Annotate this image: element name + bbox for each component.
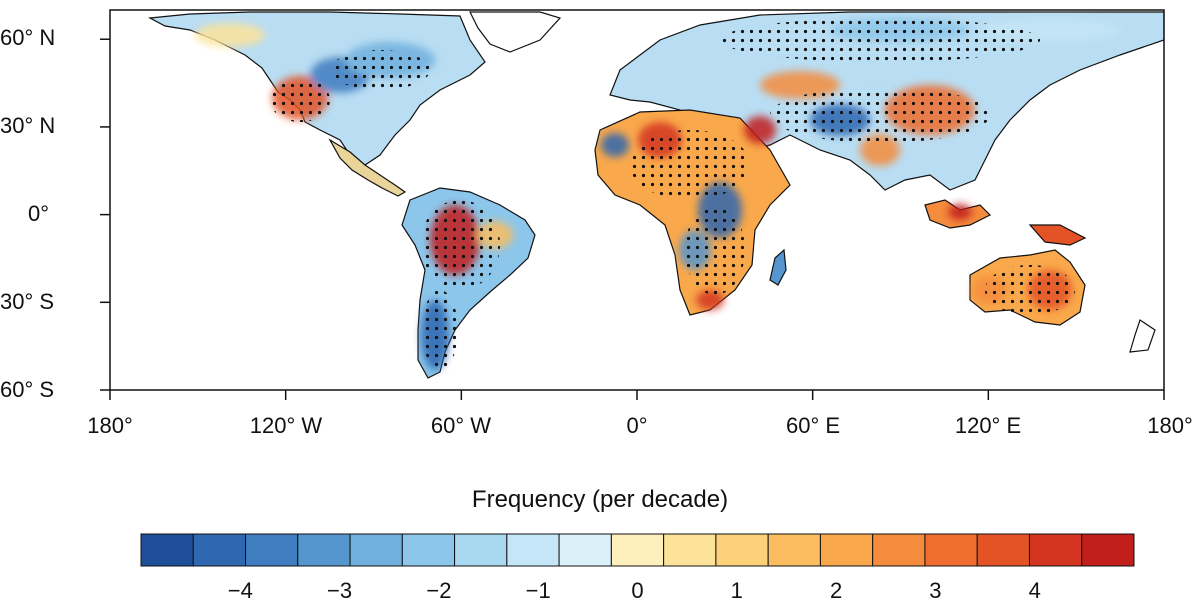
colorbar-swatch bbox=[558, 533, 612, 567]
colorbar-swatch bbox=[245, 533, 299, 567]
colorbar-swatch bbox=[349, 533, 403, 567]
colorbar-swatch bbox=[297, 533, 351, 567]
lat-label-60n: 60° N bbox=[0, 25, 56, 50]
colorbar-tick-label: 2 bbox=[829, 578, 843, 603]
colorbar-swatch bbox=[872, 533, 926, 567]
colorbar-swatch bbox=[715, 533, 769, 567]
new-guinea bbox=[1028, 224, 1087, 246]
colorbar-swatch bbox=[401, 533, 456, 567]
colorbar-tick-label: 3 bbox=[929, 578, 942, 603]
axis-ticks bbox=[100, 38, 1165, 400]
colorbar-swatch bbox=[663, 533, 717, 567]
colorbar-swatch bbox=[506, 533, 560, 567]
colorbar-swatch bbox=[767, 533, 821, 567]
central-america bbox=[328, 138, 407, 197]
colorbar-tick-label: −1 bbox=[525, 578, 551, 603]
colorbar-tick-label: 4 bbox=[1028, 578, 1041, 603]
lon-label-180e: 180° bbox=[1147, 413, 1193, 438]
significance-stipple bbox=[270, 18, 1075, 370]
colorbar-swatch bbox=[1028, 533, 1083, 567]
legend-title: Frequency (per decade) bbox=[471, 486, 729, 513]
colorbar-swatch bbox=[610, 533, 665, 567]
colorbar-swatch bbox=[140, 533, 194, 567]
new-zealand bbox=[1129, 319, 1156, 353]
lon-label-0: 0° bbox=[626, 413, 648, 438]
colorbar-swatch bbox=[454, 533, 508, 567]
colorbar-tick-label: −4 bbox=[227, 578, 253, 603]
land-masses bbox=[147, 11, 1164, 379]
colorbar-tick-label: 1 bbox=[730, 578, 743, 603]
colorbar-swatch bbox=[192, 533, 247, 567]
lat-label-30s: 30° S bbox=[0, 289, 55, 314]
colorbar bbox=[140, 533, 1135, 567]
colorbar-swatch bbox=[976, 533, 1030, 567]
colorbar-tick-label: 0 bbox=[631, 578, 644, 603]
lat-label-0: 0° bbox=[28, 201, 50, 226]
lon-label-60e: 60° E bbox=[785, 413, 841, 438]
colorbar-tick-label: −3 bbox=[327, 578, 353, 603]
colorbar-swatch bbox=[924, 533, 978, 567]
colorbar-swatch bbox=[819, 533, 874, 567]
colorbar-tick-label: −2 bbox=[426, 578, 452, 603]
colorbar-swatch bbox=[1081, 533, 1135, 567]
lat-label-60s: 60° S bbox=[0, 377, 55, 402]
lon-label-180w: 180° bbox=[87, 413, 133, 438]
lon-label-120e: 120° E bbox=[954, 413, 1022, 438]
greenland bbox=[469, 11, 562, 53]
madagascar bbox=[769, 248, 787, 286]
lon-label-120w: 120° W bbox=[249, 413, 323, 438]
lon-label-60w: 60° W bbox=[430, 413, 492, 438]
lat-label-30n: 30° N bbox=[0, 113, 56, 138]
